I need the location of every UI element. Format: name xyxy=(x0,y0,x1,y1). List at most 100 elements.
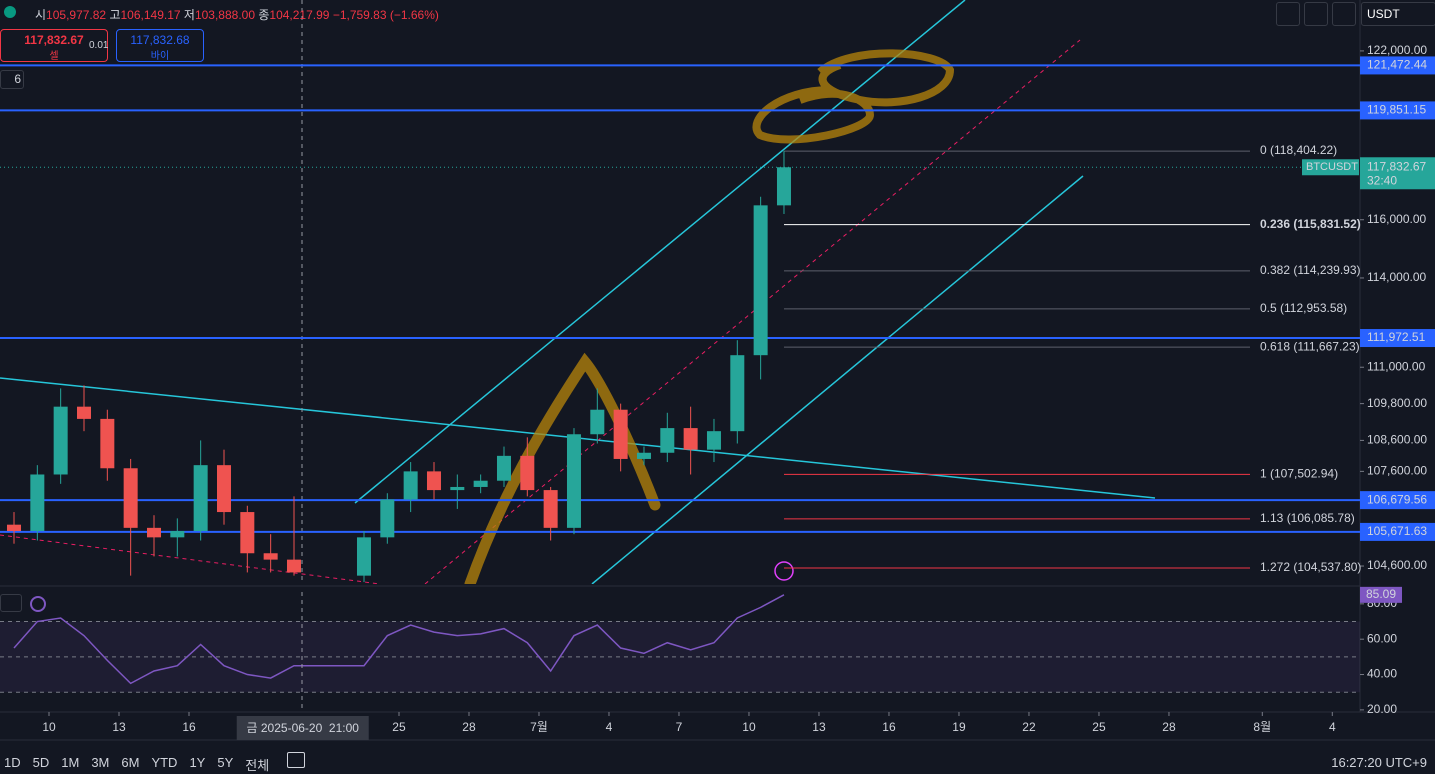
ohlc-label: 저 xyxy=(183,8,195,22)
ohlc-bar: 시105,977.82 고106,149.17 저103,888.00 종104… xyxy=(35,6,439,23)
candle-body xyxy=(520,455,535,491)
candle-body xyxy=(170,531,185,538)
currency: USDT xyxy=(1367,7,1400,21)
x-tick-label: 10 xyxy=(742,720,756,734)
reset[interactable] xyxy=(1332,2,1356,26)
candle-body xyxy=(263,553,278,560)
sell-price: 117,832.67 xyxy=(24,33,84,47)
last-price-label: 117,832.67 xyxy=(1367,159,1426,173)
x-tick-label: 13 xyxy=(812,720,826,734)
candle-body xyxy=(6,524,21,532)
x-tick-label: 4 xyxy=(606,720,613,734)
range-bar: 1D 5D 1M 3M 6M YTD 1Y 5Y 전체 xyxy=(4,755,269,774)
candle-body xyxy=(286,559,301,573)
currency-select[interactable]: USDT xyxy=(1361,2,1435,26)
range-button[interactable]: 5Y xyxy=(217,755,234,770)
rsi-tick-label: 60.00 xyxy=(1367,631,1397,645)
level-label: 121,472.44 xyxy=(1367,58,1427,72)
channel-upper xyxy=(354,0,966,504)
y-tick-label: 107,600.00 xyxy=(1367,464,1427,478)
level-label-bg xyxy=(1360,522,1435,541)
ohlc-label: 고 xyxy=(109,8,121,22)
range-button[interactable]: 6M xyxy=(121,755,140,770)
candle-body xyxy=(566,434,581,528)
level-label-bg xyxy=(1360,491,1435,510)
candle-body xyxy=(426,471,441,491)
symbol-icon xyxy=(4,6,16,18)
candle-body xyxy=(403,471,418,500)
drawing xyxy=(464,352,661,584)
rsi-icon xyxy=(30,596,46,612)
last-price-bg xyxy=(1360,157,1435,190)
rsi-tick-label: 20.00 xyxy=(1367,702,1397,716)
candle-body xyxy=(590,409,605,435)
x-tick-label: 8월 xyxy=(1253,720,1271,734)
dashed-line xyxy=(0,534,381,584)
buy-button[interactable]: 117,832.68 바이 xyxy=(116,29,204,62)
ohlc-label: 시 xyxy=(35,8,47,22)
indicator-toggle[interactable]: 6 xyxy=(0,70,24,89)
candle-body xyxy=(240,512,255,554)
channel-lower xyxy=(591,175,1084,584)
range-button[interactable]: 1Y xyxy=(189,755,206,770)
x-tick-label: 25 xyxy=(1092,720,1106,734)
scroll-up[interactable] xyxy=(1276,2,1300,26)
candle-body xyxy=(216,465,231,513)
clock: 16:27:20 UTC+9 xyxy=(1331,755,1427,770)
crosshair-label-bg xyxy=(236,716,369,740)
candle-body xyxy=(123,468,138,528)
scroll-down[interactable] xyxy=(1304,2,1328,26)
x-tick-label: 7월 xyxy=(530,720,548,734)
buy-label: 바이 xyxy=(150,51,170,62)
symbol-tag: BTCUSDT xyxy=(1306,161,1358,173)
y-tick-label: 109,800.00 xyxy=(1367,396,1427,410)
candle-body xyxy=(683,428,698,450)
alert-icon[interactable] xyxy=(774,561,794,581)
range-button[interactable]: 3M xyxy=(91,755,110,770)
ohlc-label: 종 xyxy=(258,8,270,22)
calendar-icon[interactable] xyxy=(287,752,305,768)
level-label: 106,679.56 xyxy=(1367,492,1427,506)
ohlc-value: 103,888.00 xyxy=(194,8,256,22)
x-tick-label: 28 xyxy=(462,720,476,734)
candle-body xyxy=(543,490,558,528)
fib-label: 0.618 (111,667.23) xyxy=(1260,339,1360,353)
fib-label: 0.382 (114,239.93) xyxy=(1260,263,1361,277)
range-button[interactable]: 5D xyxy=(32,755,50,770)
x-tick-label: 10 xyxy=(42,720,56,734)
sell-button[interactable]: 117,832.67 셀 xyxy=(0,29,108,62)
candle-body xyxy=(146,527,161,538)
spread: 0.01 xyxy=(89,40,109,51)
fib-label: 1 (107,502.94) xyxy=(1260,467,1338,481)
price-pane xyxy=(0,0,1360,584)
x-tick-label: 22 xyxy=(1022,720,1036,734)
ohlc-value: 104,217.99 xyxy=(269,8,330,22)
candle-body xyxy=(76,406,91,419)
indicator-count: 6 xyxy=(14,72,21,86)
x-tick-label: 19 xyxy=(952,720,966,734)
drawing xyxy=(752,49,955,144)
fib-label: 1.272 (104,537.80) xyxy=(1260,560,1361,574)
range-button[interactable]: 1D xyxy=(4,755,21,770)
sell-label: 셀 xyxy=(49,51,59,62)
x-tick-label: 7 xyxy=(676,720,683,734)
rsi-toggle[interactable] xyxy=(0,594,22,612)
x-tick-label: 4 xyxy=(1329,720,1336,734)
candle-body xyxy=(776,167,791,206)
y-tick-label: 114,000.00 xyxy=(1367,270,1426,284)
rsi-last-label: 85.09 xyxy=(1366,587,1396,601)
x-tick-label: 28 xyxy=(1162,720,1176,734)
range-button[interactable]: 전체 xyxy=(245,758,270,773)
level-label-bg xyxy=(1360,329,1435,348)
range-button[interactable]: YTD xyxy=(151,755,178,770)
x-tick-label: 16 xyxy=(882,720,896,734)
y-tick-label: 108,600.00 xyxy=(1367,433,1427,447)
range-button[interactable]: 1M xyxy=(61,755,80,770)
candle-body xyxy=(496,455,511,481)
candle-body xyxy=(730,355,745,432)
rsi-pane xyxy=(0,594,1360,693)
fib-label: 0.236 (115,831.52) xyxy=(1260,217,1361,231)
candle-body xyxy=(613,409,628,459)
level-label: 105,671.63 xyxy=(1367,524,1427,538)
